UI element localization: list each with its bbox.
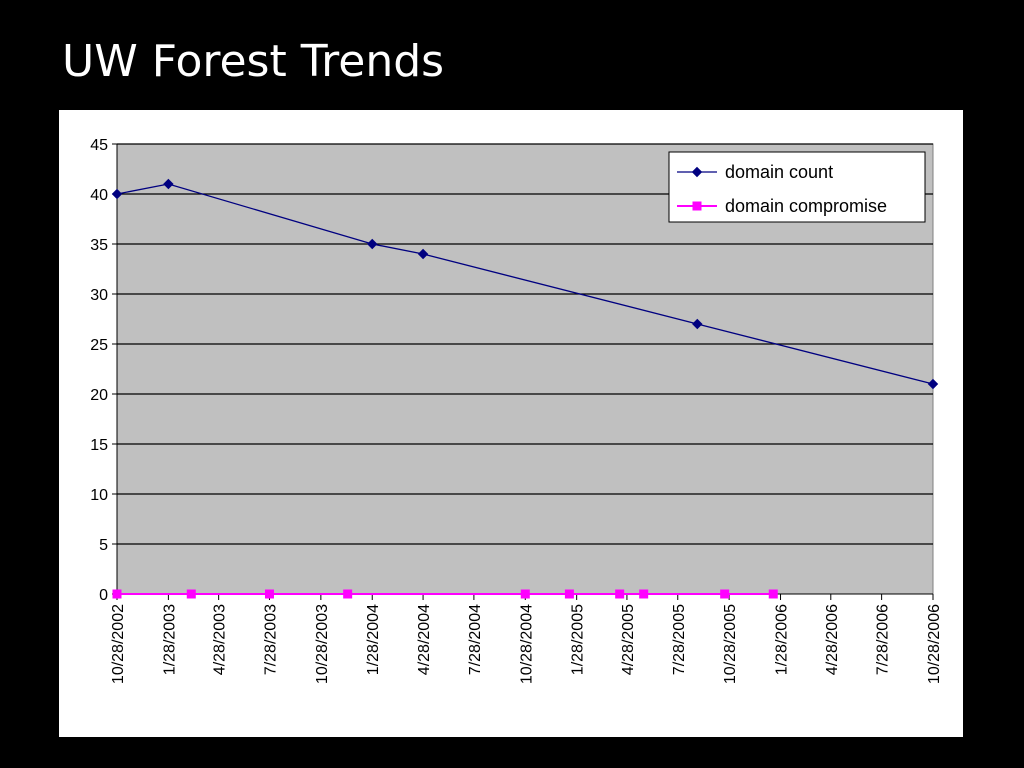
data-point: [186, 589, 196, 599]
legend-marker: [692, 201, 702, 211]
x-tick-label: 10/28/2003: [314, 604, 331, 684]
slide-title: UW Forest Trends: [62, 36, 445, 87]
x-tick-label: 1/28/2003: [161, 604, 178, 675]
y-tick-label: 35: [90, 237, 108, 254]
y-tick-label: 20: [90, 387, 108, 404]
chart-panel: 0 5 10 15 20 25 30 35 40 45 10/28/2002 1/28/2003 4/…: [59, 110, 963, 737]
line-chart: 0 5 10 15 20 25 30 35 40 45 10/28/2002 1/28/2003 4/…: [90, 137, 943, 684]
data-point: [768, 589, 778, 599]
x-tick-label: 1/28/2006: [774, 604, 791, 675]
data-point: [639, 589, 649, 599]
y-tick-label: 30: [90, 287, 108, 304]
x-tick-label: 4/28/2003: [212, 604, 229, 675]
data-point: [927, 378, 939, 390]
legend-item: domain compromise: [677, 196, 887, 216]
legend-item: domain count: [677, 162, 833, 182]
series-domain-compromise: [112, 589, 778, 599]
y-tick-label: 45: [90, 137, 108, 154]
data-point: [417, 248, 429, 260]
x-tick-label: 7/28/2006: [875, 604, 892, 675]
y-tick-label: 10: [90, 487, 108, 504]
data-point: [111, 188, 123, 200]
x-tick-label: 7/28/2003: [262, 604, 279, 675]
series-domain-count: [111, 178, 939, 390]
data-point: [264, 589, 274, 599]
data-point: [520, 589, 530, 599]
data-point: [615, 589, 625, 599]
x-tick-label: 4/28/2006: [824, 604, 841, 675]
data-point: [367, 238, 378, 250]
x-tick-label: 10/28/2004: [518, 604, 535, 684]
x-tick-label: 10/28/2005: [722, 604, 739, 684]
legend: domain count domain compromise: [668, 151, 926, 223]
data-point: [720, 589, 730, 599]
data-point: [343, 589, 353, 599]
x-tick-label: 10/28/2006: [926, 604, 943, 684]
x-tick-label: 4/28/2004: [416, 604, 433, 675]
y-tick-label: 15: [90, 437, 108, 454]
y-tick-label: 40: [90, 187, 108, 204]
x-tick-label: 4/28/2005: [620, 604, 637, 675]
x-tick-label: 1/28/2004: [365, 604, 382, 675]
legend-label: domain count: [725, 162, 833, 182]
x-tick-label: 7/28/2004: [467, 604, 484, 675]
legend-label: domain compromise: [725, 196, 887, 216]
data-point: [692, 318, 703, 330]
x-tick-label: 10/28/2002: [110, 604, 127, 684]
legend-marker: [691, 166, 703, 178]
data-point: [112, 589, 122, 599]
y-tick-label: 0: [99, 587, 108, 604]
y-tick-label: 5: [99, 537, 108, 554]
x-tick-label: 1/28/2005: [570, 604, 587, 675]
series-line: [116, 183, 934, 385]
y-tick-label: 25: [90, 337, 108, 354]
legend-box: [668, 151, 926, 223]
data-point: [163, 178, 174, 190]
x-tick-label: 7/28/2005: [671, 604, 688, 675]
data-point: [564, 589, 574, 599]
